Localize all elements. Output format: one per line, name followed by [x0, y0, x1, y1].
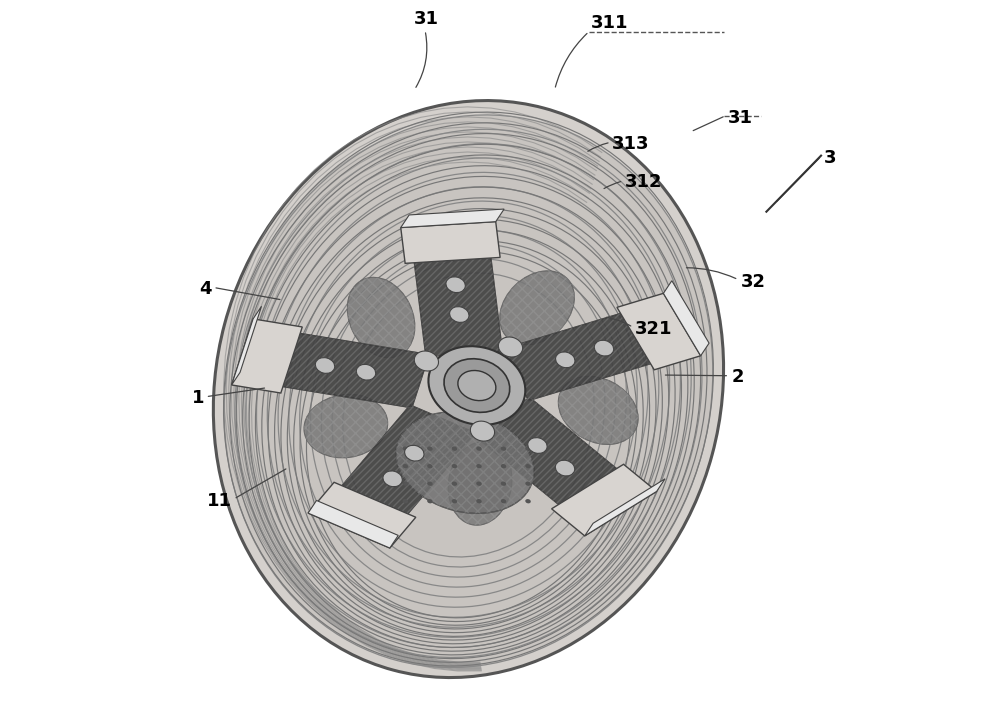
Ellipse shape [224, 115, 713, 667]
Ellipse shape [448, 442, 512, 525]
Ellipse shape [427, 447, 433, 451]
Ellipse shape [498, 337, 523, 357]
Polygon shape [499, 311, 658, 401]
Text: 32: 32 [740, 273, 765, 291]
Ellipse shape [525, 447, 531, 451]
Text: 313: 313 [612, 135, 650, 153]
Ellipse shape [476, 464, 482, 468]
Ellipse shape [452, 482, 457, 486]
Ellipse shape [501, 464, 506, 468]
Ellipse shape [383, 471, 402, 486]
Ellipse shape [525, 464, 531, 468]
Ellipse shape [428, 346, 525, 425]
Ellipse shape [476, 499, 482, 503]
Polygon shape [472, 397, 622, 509]
Polygon shape [308, 482, 416, 548]
Ellipse shape [427, 482, 433, 486]
Text: 31: 31 [414, 10, 439, 28]
Polygon shape [338, 405, 476, 519]
Ellipse shape [501, 447, 506, 451]
Ellipse shape [501, 499, 506, 503]
Polygon shape [275, 332, 429, 408]
Ellipse shape [356, 365, 376, 380]
Ellipse shape [452, 447, 457, 451]
Ellipse shape [427, 499, 433, 503]
Ellipse shape [458, 371, 496, 400]
Ellipse shape [446, 277, 465, 292]
Polygon shape [232, 319, 302, 393]
Ellipse shape [525, 499, 531, 503]
Ellipse shape [396, 412, 534, 513]
Ellipse shape [405, 445, 424, 461]
Ellipse shape [403, 447, 408, 451]
Ellipse shape [403, 464, 408, 468]
Ellipse shape [427, 464, 433, 468]
Ellipse shape [403, 482, 408, 486]
Ellipse shape [213, 100, 724, 678]
Text: 312: 312 [625, 173, 662, 191]
Ellipse shape [528, 437, 547, 454]
Ellipse shape [414, 351, 439, 371]
Ellipse shape [594, 340, 614, 356]
Ellipse shape [558, 376, 638, 444]
Text: 321: 321 [635, 320, 673, 339]
Ellipse shape [470, 421, 495, 441]
Ellipse shape [444, 359, 510, 412]
Text: 3: 3 [824, 149, 836, 167]
Ellipse shape [500, 271, 574, 345]
Ellipse shape [556, 352, 575, 368]
Polygon shape [401, 209, 504, 228]
Text: 4: 4 [199, 280, 211, 298]
Text: 2: 2 [731, 368, 744, 386]
Ellipse shape [450, 306, 469, 322]
Polygon shape [401, 222, 500, 264]
Polygon shape [414, 252, 503, 357]
Polygon shape [232, 306, 262, 385]
Ellipse shape [315, 358, 335, 374]
Ellipse shape [403, 499, 408, 503]
Ellipse shape [476, 447, 482, 451]
Ellipse shape [347, 278, 415, 358]
Polygon shape [585, 479, 665, 536]
Polygon shape [308, 501, 398, 548]
Text: 31: 31 [728, 109, 753, 127]
Ellipse shape [501, 482, 506, 486]
Ellipse shape [476, 482, 482, 486]
Ellipse shape [304, 394, 388, 458]
Ellipse shape [525, 482, 531, 486]
Ellipse shape [452, 499, 457, 503]
Text: 1: 1 [192, 389, 204, 407]
Ellipse shape [452, 464, 457, 468]
Ellipse shape [555, 461, 575, 476]
Polygon shape [663, 280, 709, 356]
Text: 311: 311 [591, 13, 629, 32]
Polygon shape [552, 464, 657, 536]
Polygon shape [617, 293, 701, 370]
Text: 11: 11 [207, 492, 232, 510]
